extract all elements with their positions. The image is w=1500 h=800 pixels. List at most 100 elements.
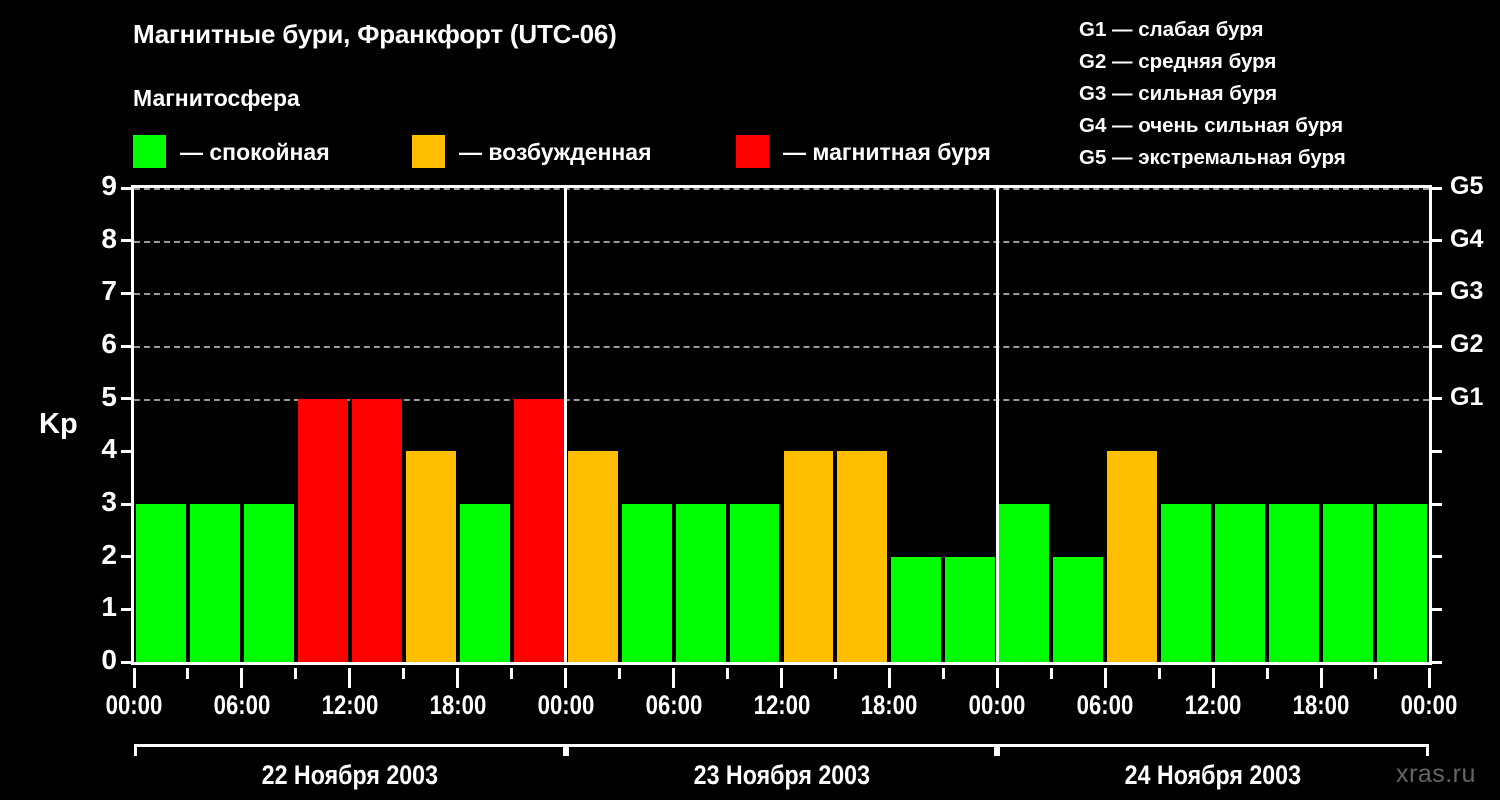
x-axis-label-11: 18:00 [1292, 690, 1350, 720]
kp-bar [1269, 504, 1320, 662]
kp-bar [729, 504, 780, 662]
kp-bar [567, 451, 618, 662]
red-square-icon [736, 134, 769, 168]
y-axis-label-7: 7 [101, 275, 117, 307]
kp-bar [783, 451, 834, 662]
kp-bar [1053, 556, 1104, 662]
x-axis-label-4: 00:00 [537, 690, 594, 720]
x-tick-16 [995, 668, 999, 688]
watermark: xras.ru [1396, 760, 1476, 788]
gridline-kp-7 [134, 293, 1429, 296]
y-tick-left-5 [121, 397, 131, 401]
y-tick-left-6 [121, 344, 131, 348]
x-tick-13 [833, 668, 837, 679]
x-tick-7 [510, 668, 514, 679]
y-axis-label-6: 6 [101, 328, 117, 359]
y-axis-label-2: 2 [101, 538, 117, 570]
y-tick-left-3 [121, 502, 131, 506]
g-scale-legend: G1 — слабая буря G2 — средняя буря G3 — си… [1079, 14, 1499, 174]
y-tick-right-9 [1432, 186, 1442, 190]
y-tick-right-6 [1432, 344, 1442, 348]
y-tick-left-1 [121, 607, 131, 611]
y-tick-right-3 [1432, 502, 1442, 506]
kp-bar [1215, 504, 1266, 662]
x-tick-12 [780, 668, 783, 688]
x-axis-label-2: 12:00 [321, 690, 379, 720]
orange-square-icon [412, 134, 445, 168]
y-tick-left-8 [121, 239, 131, 243]
g-scale-line-4: G4 — очень сильная буря [1079, 114, 1344, 137]
x-tick-15 [941, 668, 945, 679]
kp-bar [621, 504, 672, 662]
date-label-2: 23 Ноября 2003 [693, 760, 870, 790]
x-axis-label-10: 12:00 [1184, 690, 1242, 720]
g-scale-line-3: G3 — сильная буря [1079, 82, 1278, 105]
x-tick-20 [1211, 668, 1215, 688]
x-tick-19 [1157, 668, 1161, 679]
g-level-label-G3: G3 [1450, 277, 1484, 306]
page-title: Магнитные бури, Франкфорт (UTC-06) [133, 19, 617, 49]
y-axis-label-0: 0 [101, 644, 117, 675]
x-tick-21 [1265, 668, 1269, 679]
y-tick-right-8 [1432, 239, 1442, 243]
x-tick-8 [564, 668, 568, 688]
g-scale-line-2: G2 — средняя буря [1079, 50, 1277, 73]
y-tick-left-0 [121, 660, 131, 664]
kp-bar [351, 398, 402, 662]
date-footer: 22 Ноября 2003 23 Ноября 2003 24 Ноября 20… [131, 744, 1432, 800]
g-level-label-G1: G1 [1450, 382, 1484, 411]
gridline-kp-5 [134, 398, 1429, 401]
y-tick-left-9 [121, 186, 131, 190]
y-axis-label-4: 4 [101, 433, 117, 465]
g-level-label-G2: G2 [1450, 330, 1484, 358]
x-tick-9 [618, 668, 622, 679]
x-tick-10 [672, 668, 676, 688]
y-tick-left-4 [121, 449, 131, 453]
x-tick-0 [132, 668, 136, 688]
g-scale-line-5: G5 — экстремальная буря [1079, 146, 1346, 169]
x-tick-14 [887, 668, 891, 688]
kp-bar [1107, 451, 1158, 662]
x-tick-3 [294, 668, 298, 679]
x-tick-18 [1103, 668, 1107, 688]
kp-bar [1161, 504, 1212, 662]
y-tick-right-2 [1432, 555, 1442, 559]
x-axis-label-9: 06:00 [1076, 690, 1134, 720]
date-label-1: 22 Ноября 2003 [261, 760, 439, 790]
y-tick-left-7 [121, 291, 131, 295]
x-axis-label-8: 00:00 [969, 690, 1026, 720]
x-tick-24 [1427, 668, 1431, 688]
y-tick-right-0 [1432, 660, 1442, 664]
kp-bar [999, 504, 1050, 662]
kp-bar [945, 556, 996, 662]
chart-plot-area [131, 185, 1432, 665]
x-tick-17 [1049, 668, 1053, 679]
date-bracket-3 [997, 744, 1429, 756]
gridline-kp-9 [134, 188, 1429, 190]
y-tick-right-5 [1432, 397, 1442, 401]
day-separator-2 [995, 188, 999, 662]
kp-bar [891, 556, 942, 662]
kp-bar [513, 398, 564, 662]
kp-bar [136, 504, 186, 662]
legend-label: — магнитная буря [783, 138, 991, 165]
x-tick-1 [186, 668, 190, 679]
y-axis-label-8: 8 [101, 222, 117, 254]
kp-bar [837, 451, 888, 662]
y-tick-left-2 [121, 555, 131, 559]
x-axis-label-3: 18:00 [429, 690, 487, 720]
x-axis-label-0: 00:00 [105, 690, 163, 720]
gridline-kp-6 [134, 346, 1429, 348]
green-square-icon [133, 134, 166, 168]
legend-label: — возбужденная [459, 138, 652, 165]
x-axis-label-12: 00:00 [1400, 690, 1458, 720]
x-axis-label-1: 06:00 [213, 690, 271, 720]
x-tick-22 [1319, 668, 1323, 688]
y-axis-label-5: 5 [101, 380, 117, 412]
x-tick-5 [402, 668, 406, 679]
g-level-label-G4: G4 [1450, 224, 1484, 253]
x-tick-6 [456, 668, 460, 688]
date-bracket-1 [134, 744, 566, 756]
y-tick-right-4 [1432, 449, 1442, 453]
y-tick-right-1 [1432, 607, 1442, 611]
